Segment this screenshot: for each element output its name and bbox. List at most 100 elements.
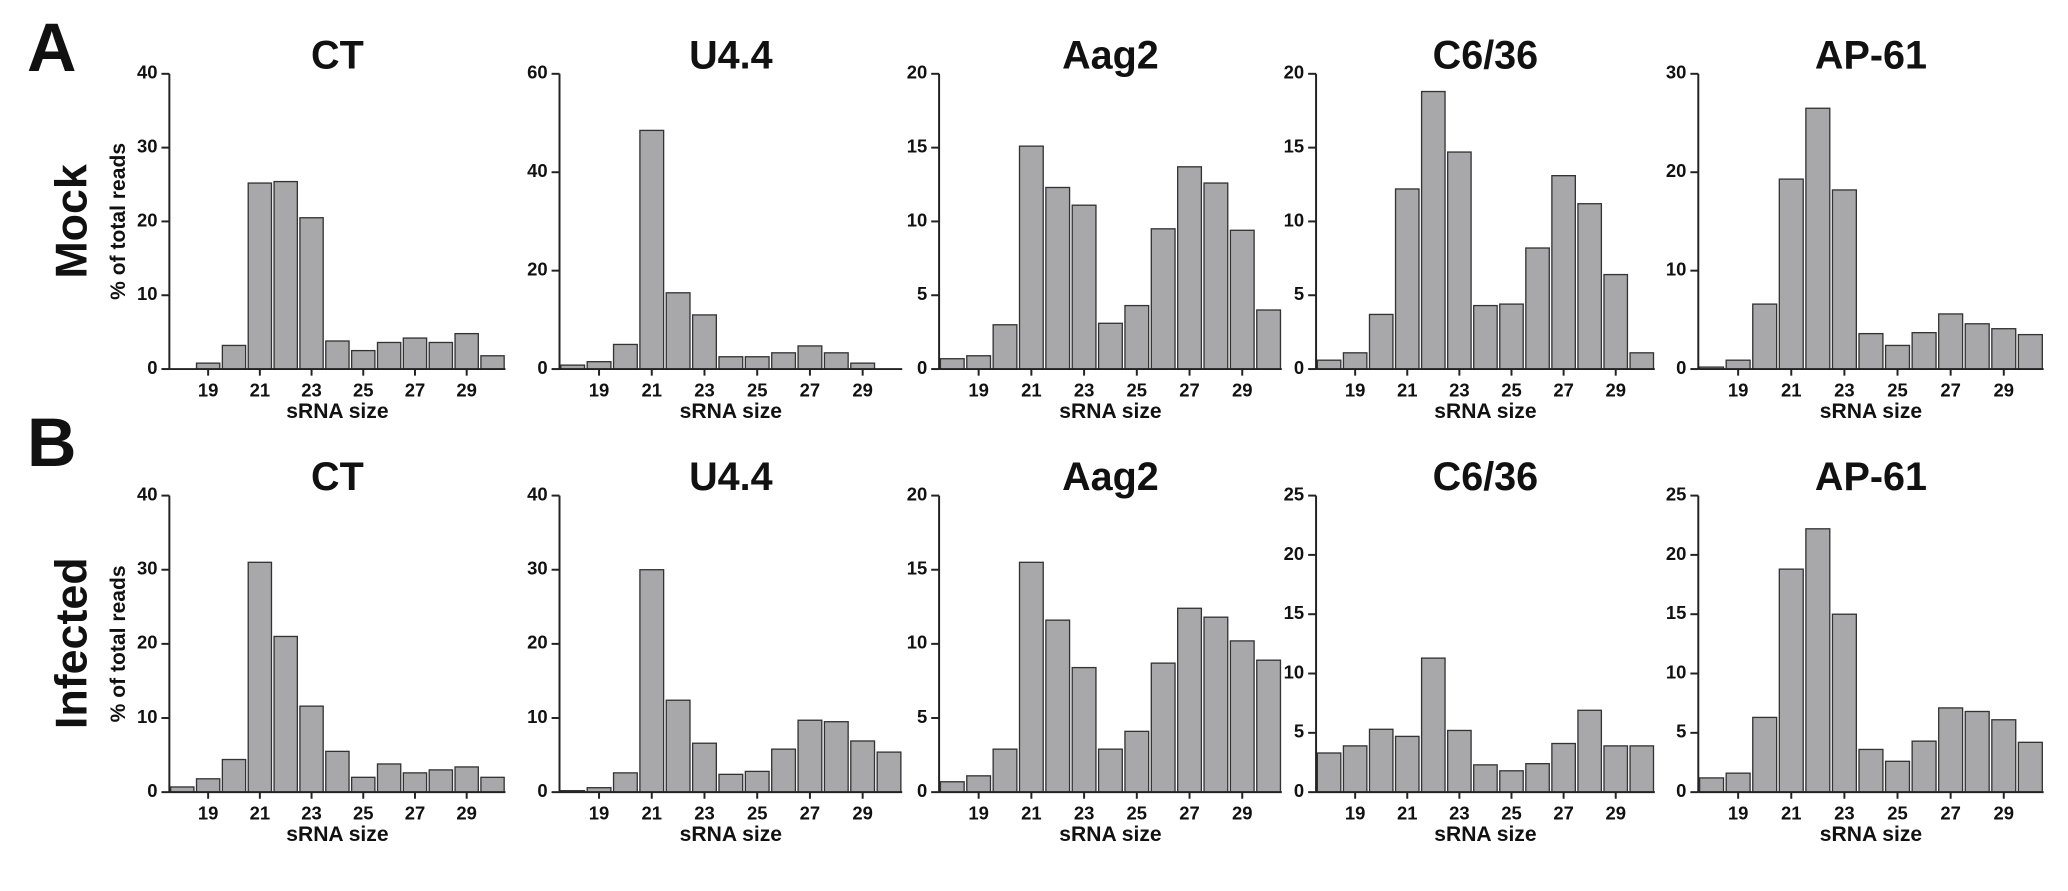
- bar: [744, 356, 770, 370]
- bar: [221, 344, 247, 370]
- x-tick-label: 29: [852, 379, 873, 400]
- bar: [1473, 304, 1498, 370]
- bar: [1911, 331, 1937, 370]
- bar: [1499, 770, 1524, 793]
- x-tick-label: 23: [301, 802, 322, 823]
- y-tick-label: 30: [137, 135, 158, 156]
- bar: [376, 341, 402, 370]
- bar: [247, 561, 273, 793]
- y-tick-label: 0: [1294, 357, 1304, 378]
- x-tick-label: 29: [456, 379, 477, 400]
- bar: [1446, 729, 1472, 793]
- y-tick-label: 20: [137, 632, 158, 653]
- bar: [1831, 189, 1858, 370]
- x-tick-label: 27: [1940, 802, 1961, 823]
- x-tick-label: 21: [642, 379, 663, 400]
- bar: [1150, 662, 1176, 793]
- y-tick-label: 15: [1284, 135, 1305, 156]
- bar: [1911, 740, 1937, 793]
- bar: [247, 182, 273, 370]
- x-tick-label: 29: [852, 802, 873, 823]
- bar: [1342, 745, 1368, 793]
- x-axis-label: sRNA size: [1059, 823, 1161, 846]
- y-tick-label: 20: [1666, 543, 1687, 564]
- y-tick-label: 20: [527, 632, 548, 653]
- bar: [1725, 359, 1751, 370]
- bar: [273, 180, 298, 370]
- y-tick-label: 15: [907, 135, 928, 156]
- y-tick-label: 20: [907, 62, 928, 83]
- bar: [1805, 528, 1831, 793]
- bar: [1884, 344, 1911, 370]
- bar: [823, 721, 849, 793]
- x-tick-label: 25: [353, 379, 374, 400]
- y-tick-label: 20: [907, 483, 928, 504]
- bar: [1884, 760, 1911, 793]
- y-tick-label: 40: [137, 62, 158, 83]
- y-tick-label: 20: [1284, 62, 1305, 83]
- bar: [1420, 657, 1446, 793]
- bar: [823, 352, 849, 370]
- x-tick-label: 21: [250, 379, 271, 400]
- chart-title: Aag2: [1062, 33, 1159, 77]
- bar: [992, 324, 1018, 370]
- bar: [428, 769, 454, 793]
- x-tick-label: 23: [1074, 802, 1095, 823]
- bar: [1577, 203, 1603, 370]
- y-tick-label: 0: [537, 780, 547, 801]
- x-tick-label: 21: [1781, 379, 1802, 400]
- x-tick-label: 21: [1397, 379, 1418, 400]
- chart-title: CT: [311, 455, 364, 499]
- bar: [325, 750, 350, 793]
- bar: [1229, 229, 1255, 370]
- bar: [1938, 313, 1964, 370]
- chart-title: C6/36: [1433, 455, 1539, 499]
- y-tick-label: 15: [1284, 602, 1305, 623]
- bar: [1778, 568, 1804, 793]
- bar: [2017, 741, 2043, 793]
- bar: [1778, 178, 1804, 370]
- x-tick-label: 19: [1728, 802, 1749, 823]
- x-tick-label: 27: [1179, 802, 1200, 823]
- chart-title: U4.4: [689, 455, 773, 499]
- bar: [939, 781, 965, 793]
- bar: [1525, 763, 1550, 793]
- chart-title: AP-61: [1815, 33, 1927, 77]
- bar: [1071, 204, 1097, 370]
- x-axis-label: sRNA size: [1434, 823, 1536, 846]
- x-tick-label: 23: [301, 379, 322, 400]
- bar: [939, 358, 965, 370]
- x-tick-label: 19: [1345, 802, 1366, 823]
- x-tick-label: 23: [1449, 379, 1470, 400]
- x-axis-label: sRNA size: [286, 823, 388, 846]
- x-tick-label: 19: [968, 379, 989, 400]
- y-tick-label: 20: [1284, 543, 1305, 564]
- bar: [402, 772, 428, 793]
- x-axis-label: sRNA size: [680, 400, 782, 423]
- y-tick-label: 5: [1294, 283, 1304, 304]
- bar: [1368, 728, 1394, 793]
- x-tick-label: 29: [1605, 802, 1626, 823]
- bar: [1124, 304, 1150, 370]
- x-tick-label: 29: [1994, 379, 2015, 400]
- bar: [1316, 359, 1342, 370]
- x-tick-label: 23: [694, 802, 715, 823]
- bar: [1991, 719, 2017, 793]
- bar: [691, 742, 718, 793]
- bar: [1603, 745, 1629, 793]
- x-tick-label: 23: [694, 379, 715, 400]
- y-tick-label: 5: [917, 706, 927, 727]
- x-tick-label: 25: [1127, 379, 1148, 400]
- bar: [691, 314, 718, 370]
- y-tick-label: 10: [1284, 209, 1305, 230]
- bar: [1342, 352, 1368, 370]
- bar: [718, 356, 744, 370]
- bar: [797, 345, 823, 370]
- y-tick-label: 0: [147, 780, 157, 801]
- bar: [1831, 613, 1858, 793]
- bar: [1316, 752, 1342, 793]
- x-tick-label: 25: [1501, 802, 1522, 823]
- bar: [665, 699, 691, 793]
- bar: [744, 770, 770, 793]
- bar: [1097, 748, 1123, 793]
